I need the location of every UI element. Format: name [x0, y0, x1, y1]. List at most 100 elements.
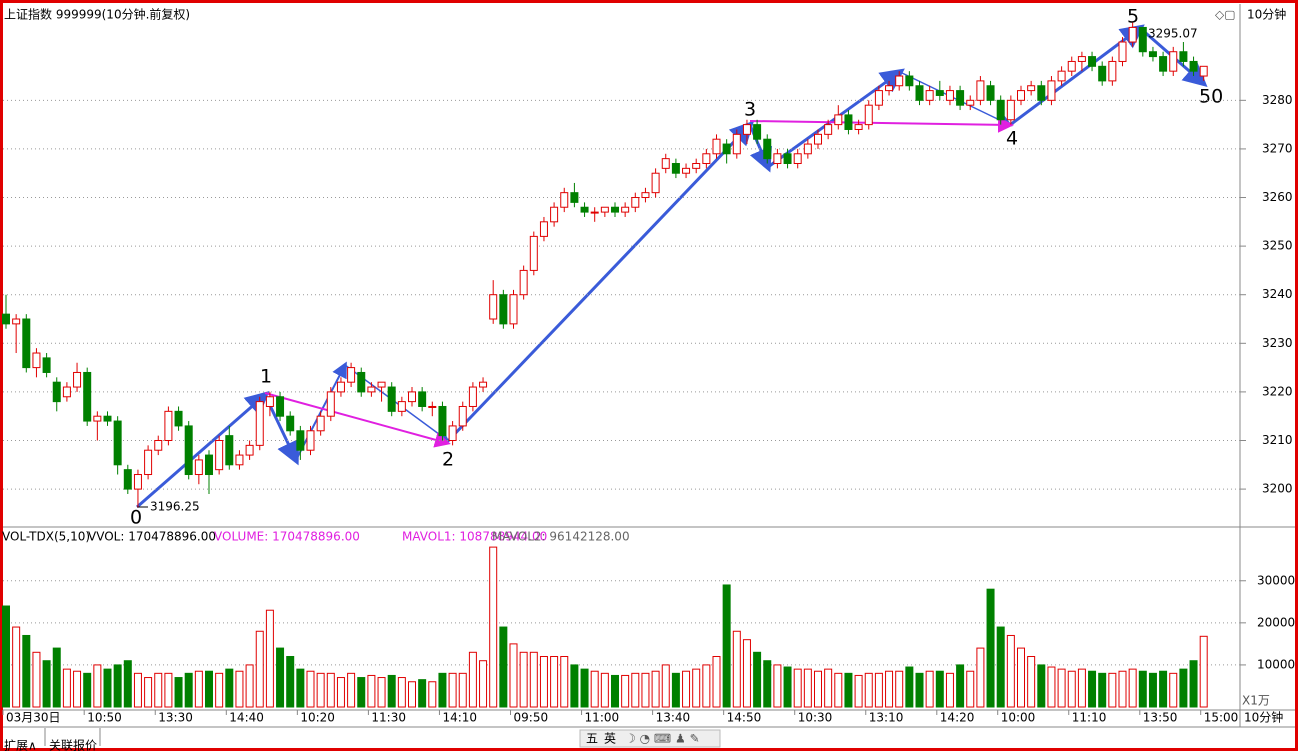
- volume-bar: [154, 672, 163, 708]
- volume-bar: [83, 672, 92, 708]
- y-tick-label: 3240: [1262, 287, 1293, 301]
- volume-bar: [844, 672, 853, 708]
- toolbar-item[interactable]: 英: [604, 732, 616, 746]
- candle-body: [1088, 56, 1097, 67]
- volume-bar: [113, 664, 122, 708]
- volume-bar: [509, 643, 518, 708]
- volume-bar: [732, 630, 741, 708]
- candle-body: [499, 294, 508, 325]
- volume-bar: [397, 677, 406, 708]
- volume-bar: [560, 656, 569, 708]
- candle-body: [62, 386, 71, 398]
- candle-body: [113, 420, 122, 466]
- volume-bar: [600, 672, 609, 708]
- x-tick-label: 10:20: [300, 711, 335, 725]
- candle-body: [885, 85, 894, 92]
- candle-body: [753, 124, 762, 140]
- wave-label: 2: [442, 449, 454, 471]
- volume-bar: [2, 605, 10, 708]
- tab[interactable]: 关联报价: [49, 738, 97, 751]
- candle-body: [580, 206, 589, 213]
- candle-body: [824, 124, 833, 135]
- volume-bar: [144, 677, 153, 708]
- volume-bar: [438, 672, 447, 708]
- volume-bar: [326, 672, 335, 708]
- volume-bar: [468, 651, 477, 708]
- volume-bar: [215, 672, 224, 708]
- candle-body: [347, 367, 356, 383]
- volume-header: VOLUME: 170478896.00: [214, 530, 360, 544]
- volume-bar: [621, 674, 630, 708]
- candle-body: [1017, 90, 1025, 101]
- volume-bar: [1057, 668, 1066, 708]
- candle-body: [357, 371, 366, 393]
- candle-body: [32, 352, 41, 369]
- candle-body: [144, 449, 153, 476]
- candle-body: [42, 357, 51, 373]
- volume-bar: [296, 668, 305, 708]
- volume-bar: [976, 647, 985, 708]
- volume-bar: [966, 670, 975, 708]
- volume-bar: [1077, 668, 1086, 708]
- x-tick-label: 10:30: [798, 711, 833, 725]
- candle-body: [1179, 51, 1188, 62]
- candle-body: [803, 143, 812, 155]
- volume-bar: [235, 670, 244, 708]
- candle-body: [215, 439, 224, 471]
- candle-body: [742, 124, 751, 135]
- volume-bar: [225, 668, 234, 708]
- candle-body: [12, 318, 21, 325]
- candle-body: [895, 75, 904, 87]
- candle-body: [397, 401, 406, 412]
- candle-body: [73, 371, 82, 388]
- tab[interactable]: 扩展∧: [4, 739, 37, 751]
- volume-bar: [996, 626, 1005, 708]
- candle-body: [225, 435, 234, 466]
- candle-body: [986, 85, 995, 101]
- candle-body: [1189, 60, 1198, 72]
- volume-bar: [489, 546, 498, 708]
- volume-bar: [793, 668, 802, 708]
- candle-body: [712, 138, 721, 155]
- volume-bar: [316, 672, 325, 708]
- candle-body: [570, 192, 579, 203]
- candle-body: [418, 391, 427, 407]
- volume-bar: [1098, 672, 1107, 708]
- x-tick-label: 15:00: [1204, 711, 1239, 725]
- volume-bar: [935, 670, 944, 708]
- window-icons[interactable]: ◇▢: [1215, 8, 1236, 22]
- x-tick-label: 11:10: [1072, 711, 1107, 725]
- candle-body: [844, 114, 853, 130]
- candle-body: [286, 415, 295, 432]
- volume-bar: [742, 639, 751, 708]
- candle-body: [682, 167, 691, 174]
- volume-bar: [184, 672, 193, 708]
- volume-bar: [803, 668, 812, 708]
- y-tick-label: 3280: [1262, 93, 1293, 107]
- candle-body: [560, 192, 569, 208]
- candle-body: [1169, 51, 1178, 72]
- volume-bar: [641, 672, 650, 708]
- x-tick-label: 11:00: [585, 711, 620, 725]
- toolbar-icons[interactable]: ☽ ◔ ⌨ ♟ ✎: [625, 732, 700, 746]
- x-tick-label: 03月30日: [6, 711, 61, 725]
- volume-bar: [1027, 656, 1036, 708]
- y-tick-label: 30000: [1257, 573, 1295, 587]
- volume-bar: [306, 670, 315, 708]
- candle-body: [52, 381, 61, 403]
- volume-bar: [1138, 670, 1147, 708]
- candle-body: [1108, 60, 1117, 82]
- candle-body: [83, 371, 92, 422]
- chart-title: 上证指数 999999(10分钟.前复权): [4, 7, 190, 22]
- candle-body: [306, 430, 315, 451]
- candle-body: [550, 206, 559, 223]
- candle-body: [722, 143, 731, 155]
- volume-bar: [245, 664, 254, 708]
- volume-bar: [1017, 647, 1025, 708]
- candle-body: [276, 396, 285, 417]
- y-tick-label: 10000: [1257, 657, 1295, 671]
- toolbar-item[interactable]: 五: [586, 732, 598, 746]
- wave-label: 3: [744, 99, 756, 121]
- candle-body: [245, 444, 254, 456]
